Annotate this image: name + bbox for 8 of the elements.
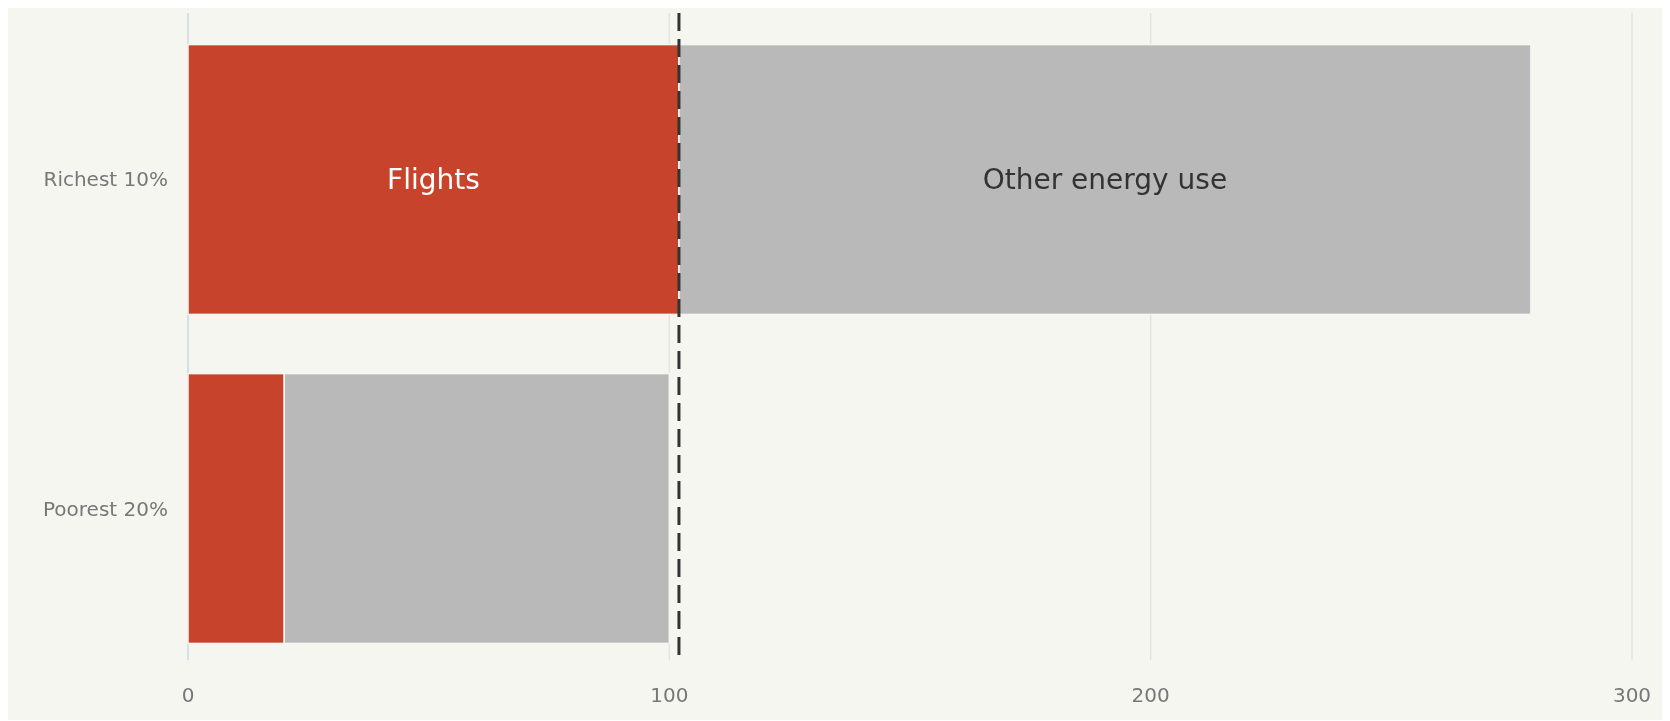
y-tick-label: Poorest 20% <box>43 496 168 521</box>
x-tick-label: 100 <box>650 683 689 707</box>
x-tick-label: 300 <box>1612 683 1652 707</box>
series-label: Flights <box>387 163 480 197</box>
series-label: Other energy use <box>982 163 1228 197</box>
x-tick-label: 200 <box>1131 683 1170 707</box>
x-tick-label: 0 <box>181 683 195 707</box>
y-tick-label: Richest 10% <box>43 167 168 192</box>
